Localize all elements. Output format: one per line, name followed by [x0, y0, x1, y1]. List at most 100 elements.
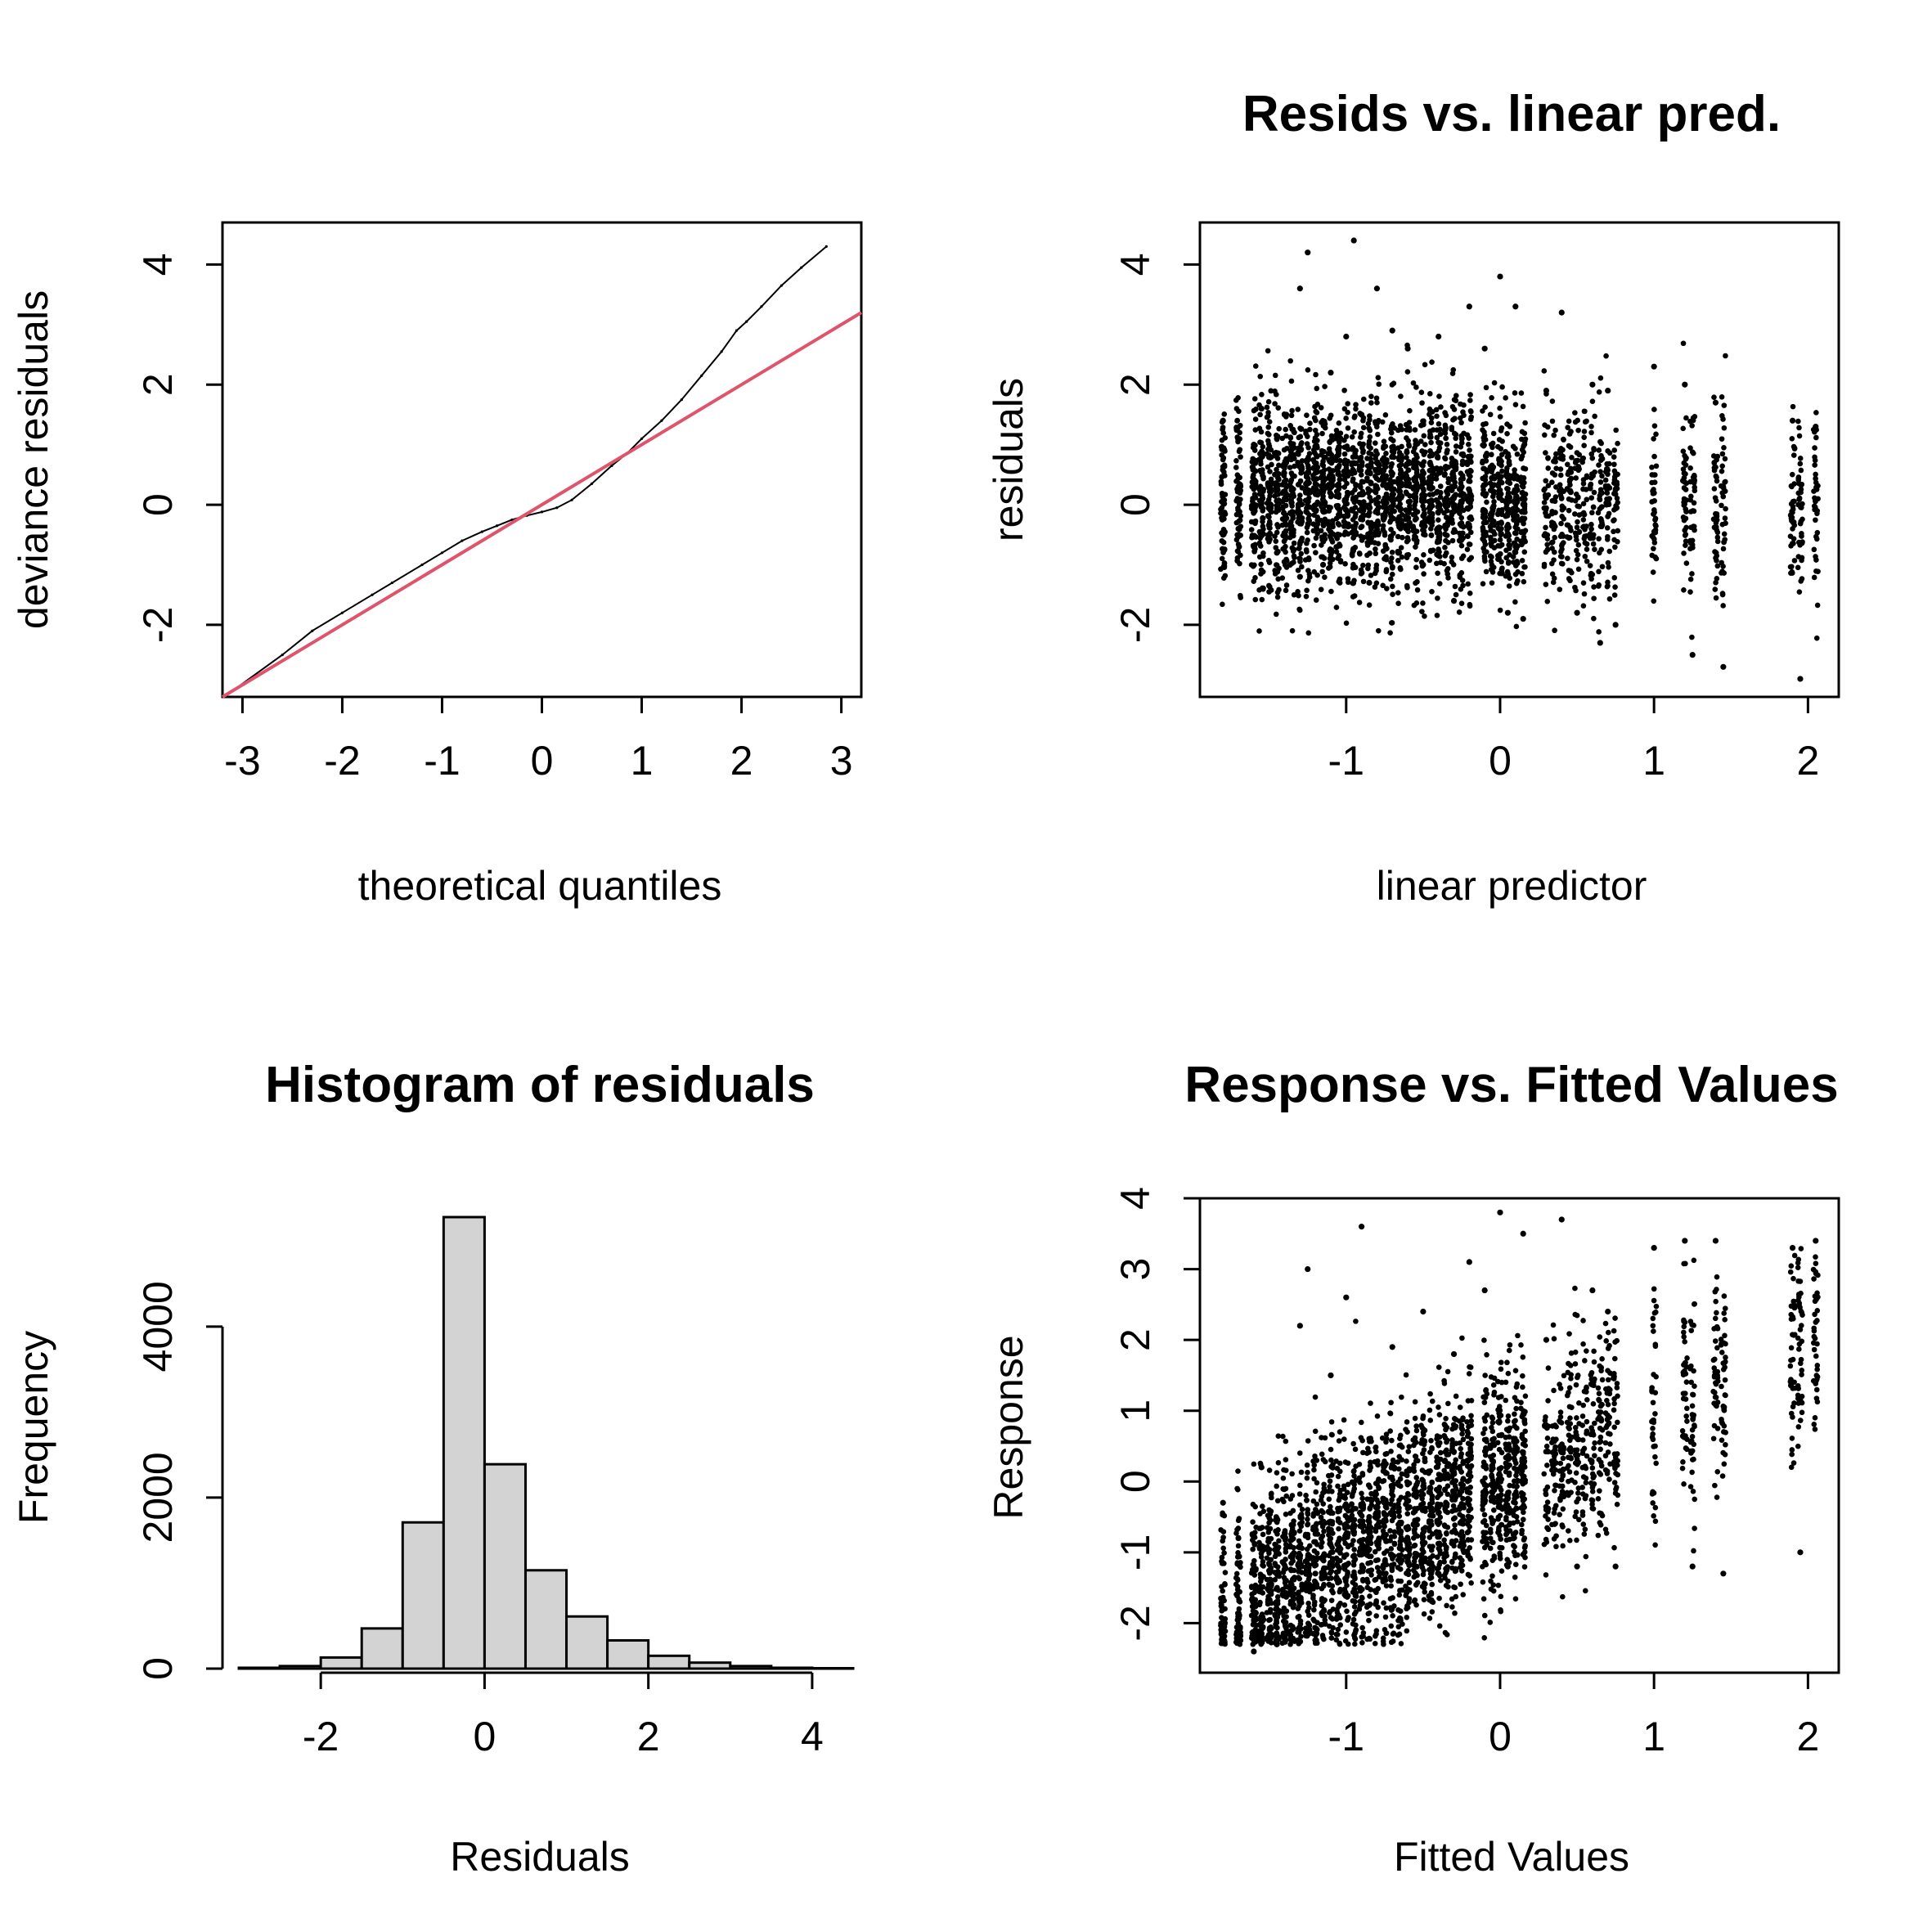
data-point — [1319, 561, 1327, 568]
histogram-bar — [647, 1654, 691, 1670]
x-axis-label: Fitted Values — [1394, 1834, 1629, 1880]
data-point — [1797, 676, 1804, 682]
data-point — [1350, 237, 1357, 244]
data-point — [1389, 327, 1395, 334]
data-point — [1235, 525, 1242, 532]
data-point — [1450, 1350, 1458, 1358]
qq-point — [340, 611, 344, 614]
data-point — [1612, 1563, 1619, 1570]
x-tick-label: 2 — [1796, 1714, 1819, 1759]
x-tick-label: 1 — [631, 738, 654, 784]
qq-point — [480, 530, 483, 533]
y-tick-label: 4000 — [135, 1281, 181, 1372]
data-point — [1574, 1563, 1580, 1570]
data-point — [1512, 303, 1519, 310]
y-axis-label: deviance residuals — [11, 290, 56, 629]
qq-point — [745, 320, 748, 323]
y-tick-label: 4 — [1112, 253, 1158, 276]
qq-point — [640, 437, 644, 440]
x-tick-label: -2 — [303, 1714, 339, 1759]
data-point — [1220, 1499, 1226, 1506]
histogram-bar — [565, 1615, 609, 1670]
x-tick-label: 4 — [801, 1714, 824, 1759]
x-tick-label: -2 — [324, 738, 360, 784]
histogram-bar — [811, 1666, 855, 1670]
qq-point — [760, 305, 763, 308]
qq-point — [680, 398, 683, 402]
data-point — [1220, 532, 1226, 538]
data-point — [1436, 333, 1442, 340]
qq-point — [800, 266, 803, 269]
qq-point — [570, 498, 573, 501]
data-point — [1789, 1244, 1796, 1251]
qq-point — [461, 539, 464, 542]
data-point — [1258, 405, 1265, 412]
data-point — [1589, 381, 1596, 388]
qq-point — [420, 563, 424, 567]
data-point — [1296, 573, 1303, 580]
panel-title: Resids vs. linear pred. — [1242, 86, 1781, 142]
x-tick-label: 1 — [1642, 1714, 1665, 1759]
histogram-bar — [729, 1665, 773, 1670]
data-point — [1235, 1534, 1242, 1542]
qq-point — [700, 374, 703, 377]
y-tick-label: 2 — [1112, 1328, 1158, 1351]
data-point — [1558, 309, 1565, 316]
data-point — [1420, 1308, 1427, 1315]
data-point — [1328, 369, 1334, 376]
qq-point — [540, 510, 544, 514]
data-point — [1359, 411, 1365, 418]
histogram-bar — [523, 1569, 568, 1670]
data-point — [1481, 1287, 1488, 1294]
data-point — [1343, 1294, 1350, 1301]
data-point — [1797, 1549, 1804, 1556]
y-tick-label: 3 — [1112, 1258, 1158, 1281]
data-point — [1366, 1513, 1373, 1521]
histogram-bar — [278, 1665, 322, 1670]
histogram-bar — [442, 1215, 486, 1670]
data-point — [1651, 363, 1657, 370]
data-point — [1251, 543, 1257, 550]
data-point — [1359, 1224, 1365, 1230]
data-point — [1274, 550, 1280, 556]
y-tick-label: 0 — [1112, 1470, 1158, 1493]
data-point — [1520, 1230, 1526, 1237]
y-tick-label: 4 — [135, 253, 181, 276]
plot-frame — [1198, 221, 1840, 699]
data-point — [1813, 1238, 1819, 1244]
response-vs-fitted-panel: Response vs. Fitted Values Fitted Values… — [986, 1057, 1840, 1880]
plot-frame — [1198, 1197, 1840, 1674]
histogram-bar — [606, 1639, 650, 1670]
x-tick-label: 0 — [531, 738, 554, 784]
data-point — [1296, 285, 1303, 292]
qq-point — [281, 654, 284, 657]
data-point — [1312, 1570, 1319, 1577]
qq-plot-panel: theoretical quantiles deviance residuals… — [11, 221, 863, 909]
data-point — [1720, 663, 1727, 670]
data-point — [1404, 345, 1411, 352]
residuals-vs-linear-predictor-panel: Resids vs. linear pred. linear predictor… — [986, 86, 1840, 909]
y-axis-label: Response — [986, 1335, 1031, 1519]
data-point — [1605, 1308, 1611, 1315]
histogram-bar — [688, 1661, 732, 1670]
data-point — [1605, 387, 1611, 394]
data-point — [1689, 1563, 1696, 1570]
data-point — [1366, 579, 1373, 586]
qq-point — [824, 245, 828, 248]
y-tick-label: -1 — [1112, 1534, 1158, 1570]
y-axis-label: residuals — [986, 378, 1031, 541]
data-point — [1404, 1542, 1411, 1548]
data-point — [1328, 1372, 1334, 1379]
data-point — [1481, 345, 1488, 352]
histogram-bar — [360, 1627, 404, 1670]
data-point — [1682, 1238, 1688, 1244]
histogram-bar — [401, 1521, 445, 1670]
data-point — [1558, 1216, 1565, 1223]
data-point — [1220, 1634, 1226, 1641]
qq-sample-curve — [231, 245, 827, 692]
histogram-bar — [770, 1666, 814, 1670]
data-point — [1450, 597, 1458, 604]
data-point — [1504, 1563, 1511, 1570]
data-point — [1574, 609, 1580, 616]
